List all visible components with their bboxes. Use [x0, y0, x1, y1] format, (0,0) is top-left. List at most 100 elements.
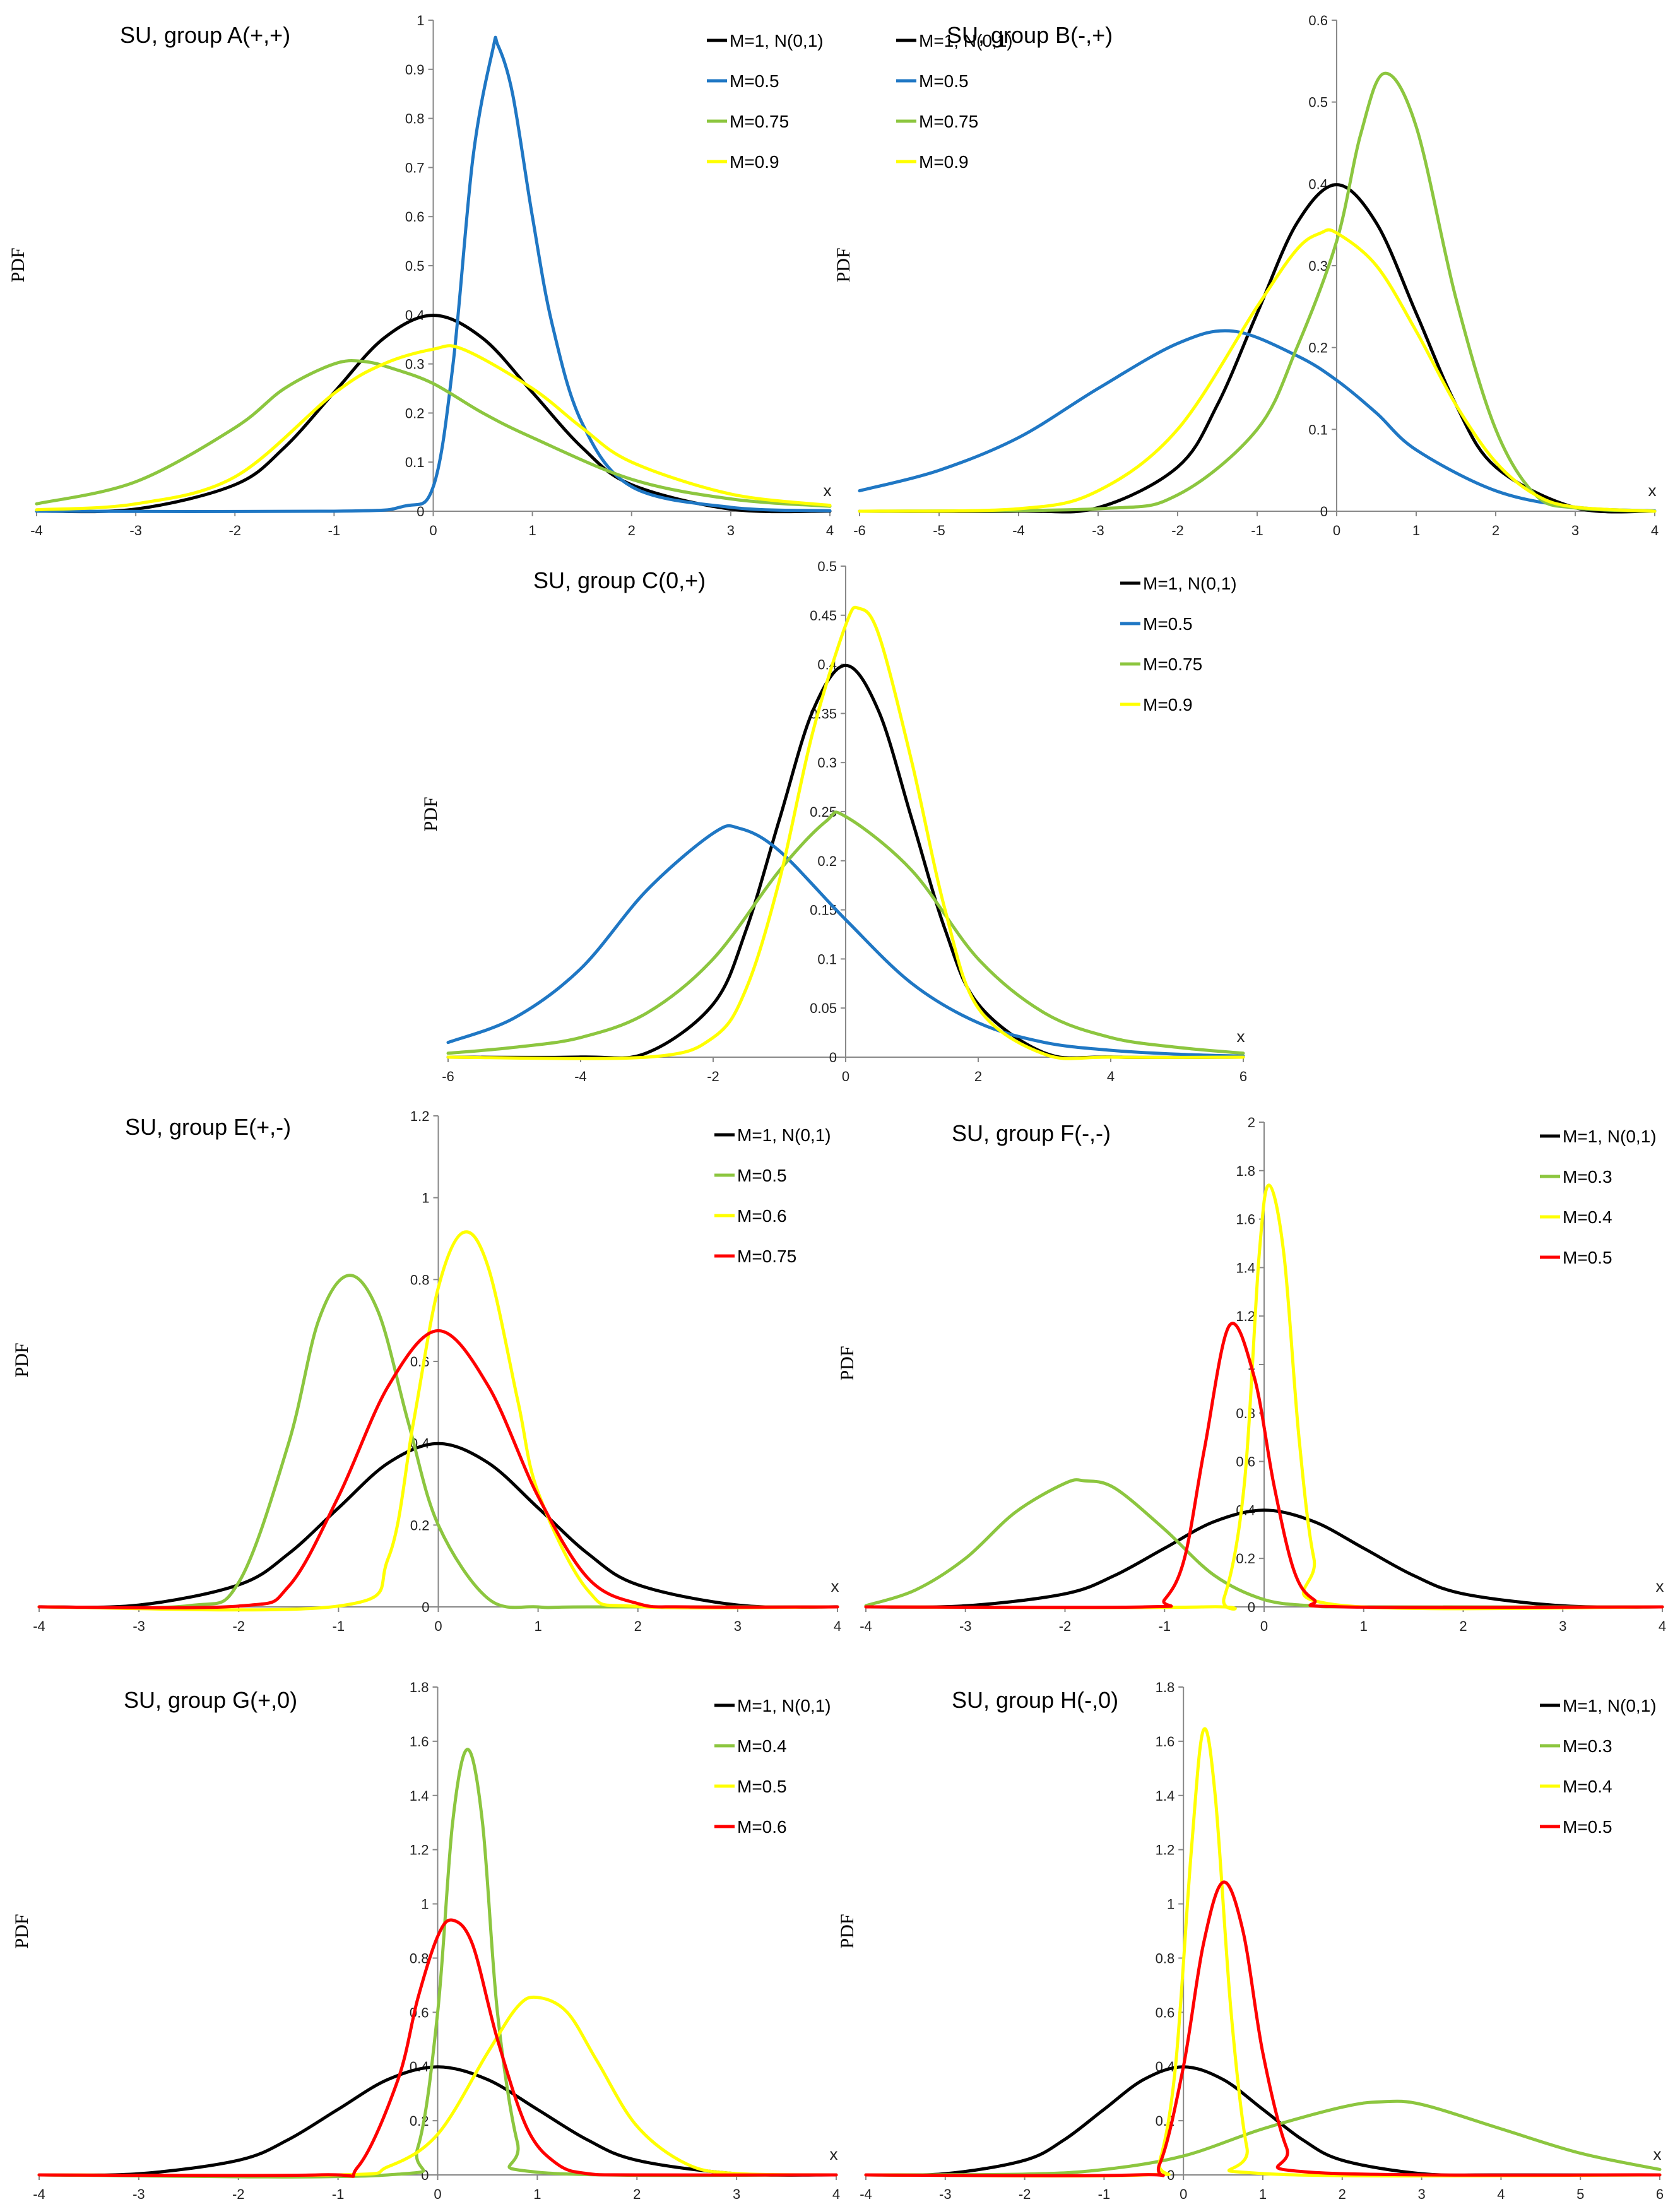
legend-entry: M=0.5	[1563, 1817, 1612, 1837]
x-tick-label: -3	[939, 2186, 952, 2202]
x-tick-label: 0	[1260, 1618, 1268, 1634]
x-tick-label: -6	[442, 1069, 454, 1084]
x-tick-label: 6	[1239, 1069, 1247, 1084]
legend: M=1, N(0,1) M=0.5 M=0.75 M=0.9	[1120, 574, 1237, 714]
x-tick-label: -1	[1251, 523, 1263, 538]
y-tick-label: 0.8	[410, 1272, 430, 1288]
series-line-m-0-5	[864, 1880, 1662, 2177]
chart-panel-7: -4 -3 -2 -1 0 1 2 3 4 5 600.20.40.60.811.21.41.61.…	[837, 1679, 1664, 2202]
y-tick-label: 1	[421, 1897, 429, 1912]
x-tick-label: 2	[633, 2186, 641, 2202]
legend: M=1, N(0,1) M=0.4 M=0.5 M=0.6	[714, 1696, 831, 1837]
chart-panel-2: -6 -5 -4 -3 -2 -1 0 1 2 3 400.10.20.30.40.50.6SU, …	[833, 13, 1659, 538]
series-line-m-0-75	[858, 71, 1657, 513]
x-tick-label: 5	[1576, 2186, 1584, 2202]
legend-entry: M=0.9	[1143, 695, 1193, 714]
x-tick-label: -2	[707, 1069, 719, 1084]
x-tick-label: 0	[842, 1069, 849, 1084]
x-tick-label: -1	[1158, 1618, 1171, 1634]
x-tick-label: 1	[1412, 523, 1420, 538]
series-line-m-0-5	[35, 35, 832, 514]
y-tick-label: 1.8	[410, 1679, 429, 1695]
x-tick-label: 0	[434, 2186, 441, 2202]
y-axis-label: PDF	[837, 1914, 858, 1948]
x-tick-label: 1	[533, 2186, 541, 2202]
y-tick-label: 0.05	[810, 1000, 837, 1016]
chart-title: SU, group F(-,-)	[952, 1120, 1111, 1146]
y-tick-label: 0.8	[1236, 1406, 1255, 1421]
x-tick-label: 3	[1571, 523, 1579, 538]
series-line-m-0-6	[37, 1230, 839, 1612]
legend-entry: M=0.3	[1563, 1736, 1612, 1756]
legend-entry: M=1, N(0,1)	[737, 1125, 831, 1145]
y-tick-label: 0	[1320, 504, 1328, 519]
y-tick-label: 1.2	[410, 1108, 430, 1124]
y-tick-label: 1.6	[410, 1734, 429, 1750]
y-tick-label: 1.8	[1236, 1163, 1255, 1179]
y-tick-label: 0.1	[1308, 422, 1328, 437]
x-tick-label: -2	[1059, 1618, 1072, 1634]
chart-panel-5: -4 -3 -2 -1 0 1 2 3 400.20.40.60.811.21.41.61.82…	[837, 1115, 1666, 1634]
y-tick-label: 0.8	[410, 1950, 429, 1966]
y-tick-label: 0	[417, 504, 424, 519]
series-line-m-1-n-0-1-	[864, 1508, 1664, 1609]
legend: M=1, N(0,1) M=0.5 M=0.75 M=0.9	[896, 31, 1013, 172]
legend-entry: M=0.4	[737, 1736, 787, 1756]
x-tick-label: 0	[1180, 2186, 1187, 2202]
x-axis-label: x	[824, 481, 832, 500]
series-line-m-0-3	[864, 2099, 1662, 2177]
series-line-m-0-75	[35, 358, 832, 508]
legend-entry: M=0.3	[1563, 1167, 1612, 1187]
series-line-m-0-6	[37, 1918, 838, 2178]
x-tick-label: -3	[959, 1618, 972, 1634]
legend: M=1, N(0,1) M=0.3 M=0.4 M=0.5	[1540, 1696, 1657, 1837]
y-tick-label: 0.6	[405, 209, 425, 225]
x-tick-label: 4	[1651, 523, 1659, 538]
x-tick-label: 0	[429, 523, 437, 538]
y-tick-label: 1.6	[1156, 1734, 1175, 1750]
y-tick-label: 1.6	[1236, 1212, 1255, 1228]
legend-entry: M=0.5	[737, 1166, 787, 1185]
series-line-m-0-75	[446, 810, 1245, 1055]
x-tick-label: 4	[832, 2186, 840, 2202]
chart-title: SU, group G(+,0)	[124, 1687, 297, 1713]
series-line-m-0-9	[446, 605, 1245, 1060]
y-axis-label: PDF	[833, 247, 854, 282]
series-line-m-0-4	[864, 1183, 1664, 1611]
y-tick-label: 0.1	[817, 951, 837, 967]
legend-entry: M=0.4	[1563, 1777, 1612, 1796]
y-axis-label: PDF	[420, 797, 441, 831]
y-tick-label: 0.6	[1156, 2005, 1175, 2020]
y-tick-label: 0.9	[405, 62, 425, 78]
y-tick-label: 0.45	[810, 608, 837, 624]
x-tick-label: -2	[232, 2186, 245, 2202]
y-tick-label: 0	[829, 1050, 837, 1065]
series-line-m-1-n-0-1-	[37, 2065, 838, 2177]
x-tick-label: 1	[529, 523, 536, 538]
legend-entry: M=1, N(0,1)	[919, 31, 1013, 50]
y-tick-label: 0.2	[410, 1517, 430, 1533]
y-tick-label: 0.8	[1156, 1950, 1175, 1966]
chart-title: SU, group B(-,+)	[947, 22, 1113, 48]
legend-entry: M=1, N(0,1)	[737, 1696, 831, 1715]
chart-title: SU, group C(0,+)	[533, 567, 706, 593]
y-tick-label: 0	[1248, 1599, 1255, 1615]
y-tick-label: 0.7	[405, 160, 425, 175]
legend: M=1, N(0,1) M=0.5 M=0.75 M=0.9	[707, 31, 824, 172]
x-tick-label: 4	[1107, 1069, 1115, 1084]
y-tick-label: 0.6	[410, 1354, 430, 1370]
series-line-m-0-5	[37, 1274, 839, 1609]
y-tick-label: 1.8	[1156, 1679, 1175, 1695]
legend-entry: M=0.9	[919, 152, 969, 172]
chart-panel-3: -6 -4 -2 0 2 4 600.050.10.150.20.250.30.350.40…	[420, 559, 1247, 1084]
x-tick-label: -2	[1171, 523, 1184, 538]
x-tick-label: 2	[1459, 1618, 1467, 1634]
x-tick-label: 2	[1492, 523, 1500, 538]
y-tick-label: 1.4	[1156, 1788, 1175, 1804]
y-tick-label: 0.2	[817, 853, 837, 869]
x-tick-label: -4	[30, 523, 43, 538]
x-tick-label: 0	[434, 1618, 442, 1634]
series-line-m-0-9	[35, 344, 832, 512]
legend: M=1, N(0,1) M=0.3 M=0.4 M=0.5	[1540, 1127, 1657, 1267]
